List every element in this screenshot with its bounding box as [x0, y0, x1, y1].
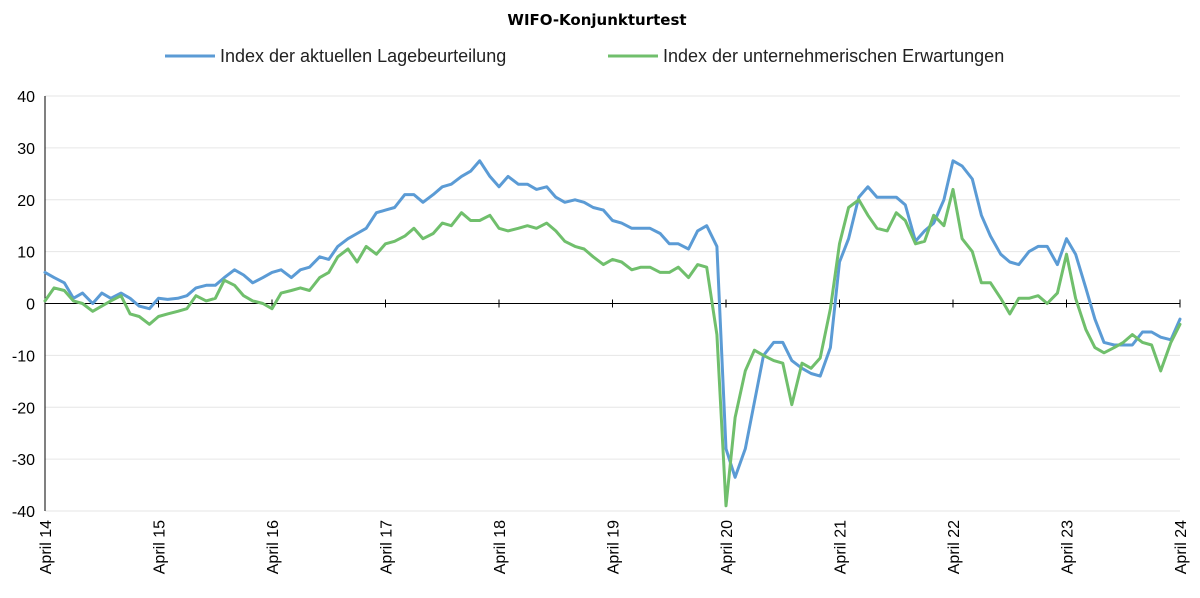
x-tick-label: April 20 — [719, 520, 736, 574]
y-tick-label: -40 — [12, 504, 35, 521]
x-tick-label: April 23 — [1060, 520, 1077, 574]
series-line-lagebeurteilung — [43, 159, 1182, 479]
series-line-erwartungen — [43, 187, 1182, 508]
y-tick-label: 10 — [17, 245, 35, 262]
y-tick-label: -30 — [12, 452, 35, 469]
x-tick-label: April 21 — [833, 520, 850, 574]
axis-layer: -40 -30 -20 -10 0 10 20 30 40 April 14 April 15 Apr… — [12, 89, 1190, 574]
y-tick-label: 40 — [17, 89, 35, 106]
x-tick-label: April 18 — [492, 520, 509, 574]
x-tick-label: April 17 — [379, 520, 396, 574]
grid-layer — [45, 95, 1180, 512]
y-tick-label: -10 — [12, 348, 35, 365]
legend-label-erwartungen: Index der unternehmerischen Erwartungen — [663, 46, 1004, 66]
legend-label-lage: Index der aktuellen Lagebeurteilung — [220, 46, 506, 66]
x-tick-label: April 19 — [606, 520, 623, 574]
x-tick-label: April 16 — [265, 520, 282, 574]
y-tick-label: 0 — [26, 297, 35, 314]
y-tick-label: 30 — [17, 141, 35, 158]
legend: Index der aktuellen Lagebeurteilung Inde… — [165, 46, 1004, 66]
x-tick-label: April 24 — [1173, 520, 1190, 574]
chart-title: WIFO-Konjunkturtest — [507, 11, 686, 29]
series-layer — [43, 159, 1182, 508]
x-tick-label: April 22 — [946, 520, 963, 574]
x-tick-label: April 14 — [38, 520, 55, 574]
x-tick-label: April 15 — [152, 520, 169, 574]
y-tick-label: -20 — [12, 400, 35, 417]
y-tick-label: 20 — [17, 193, 35, 210]
